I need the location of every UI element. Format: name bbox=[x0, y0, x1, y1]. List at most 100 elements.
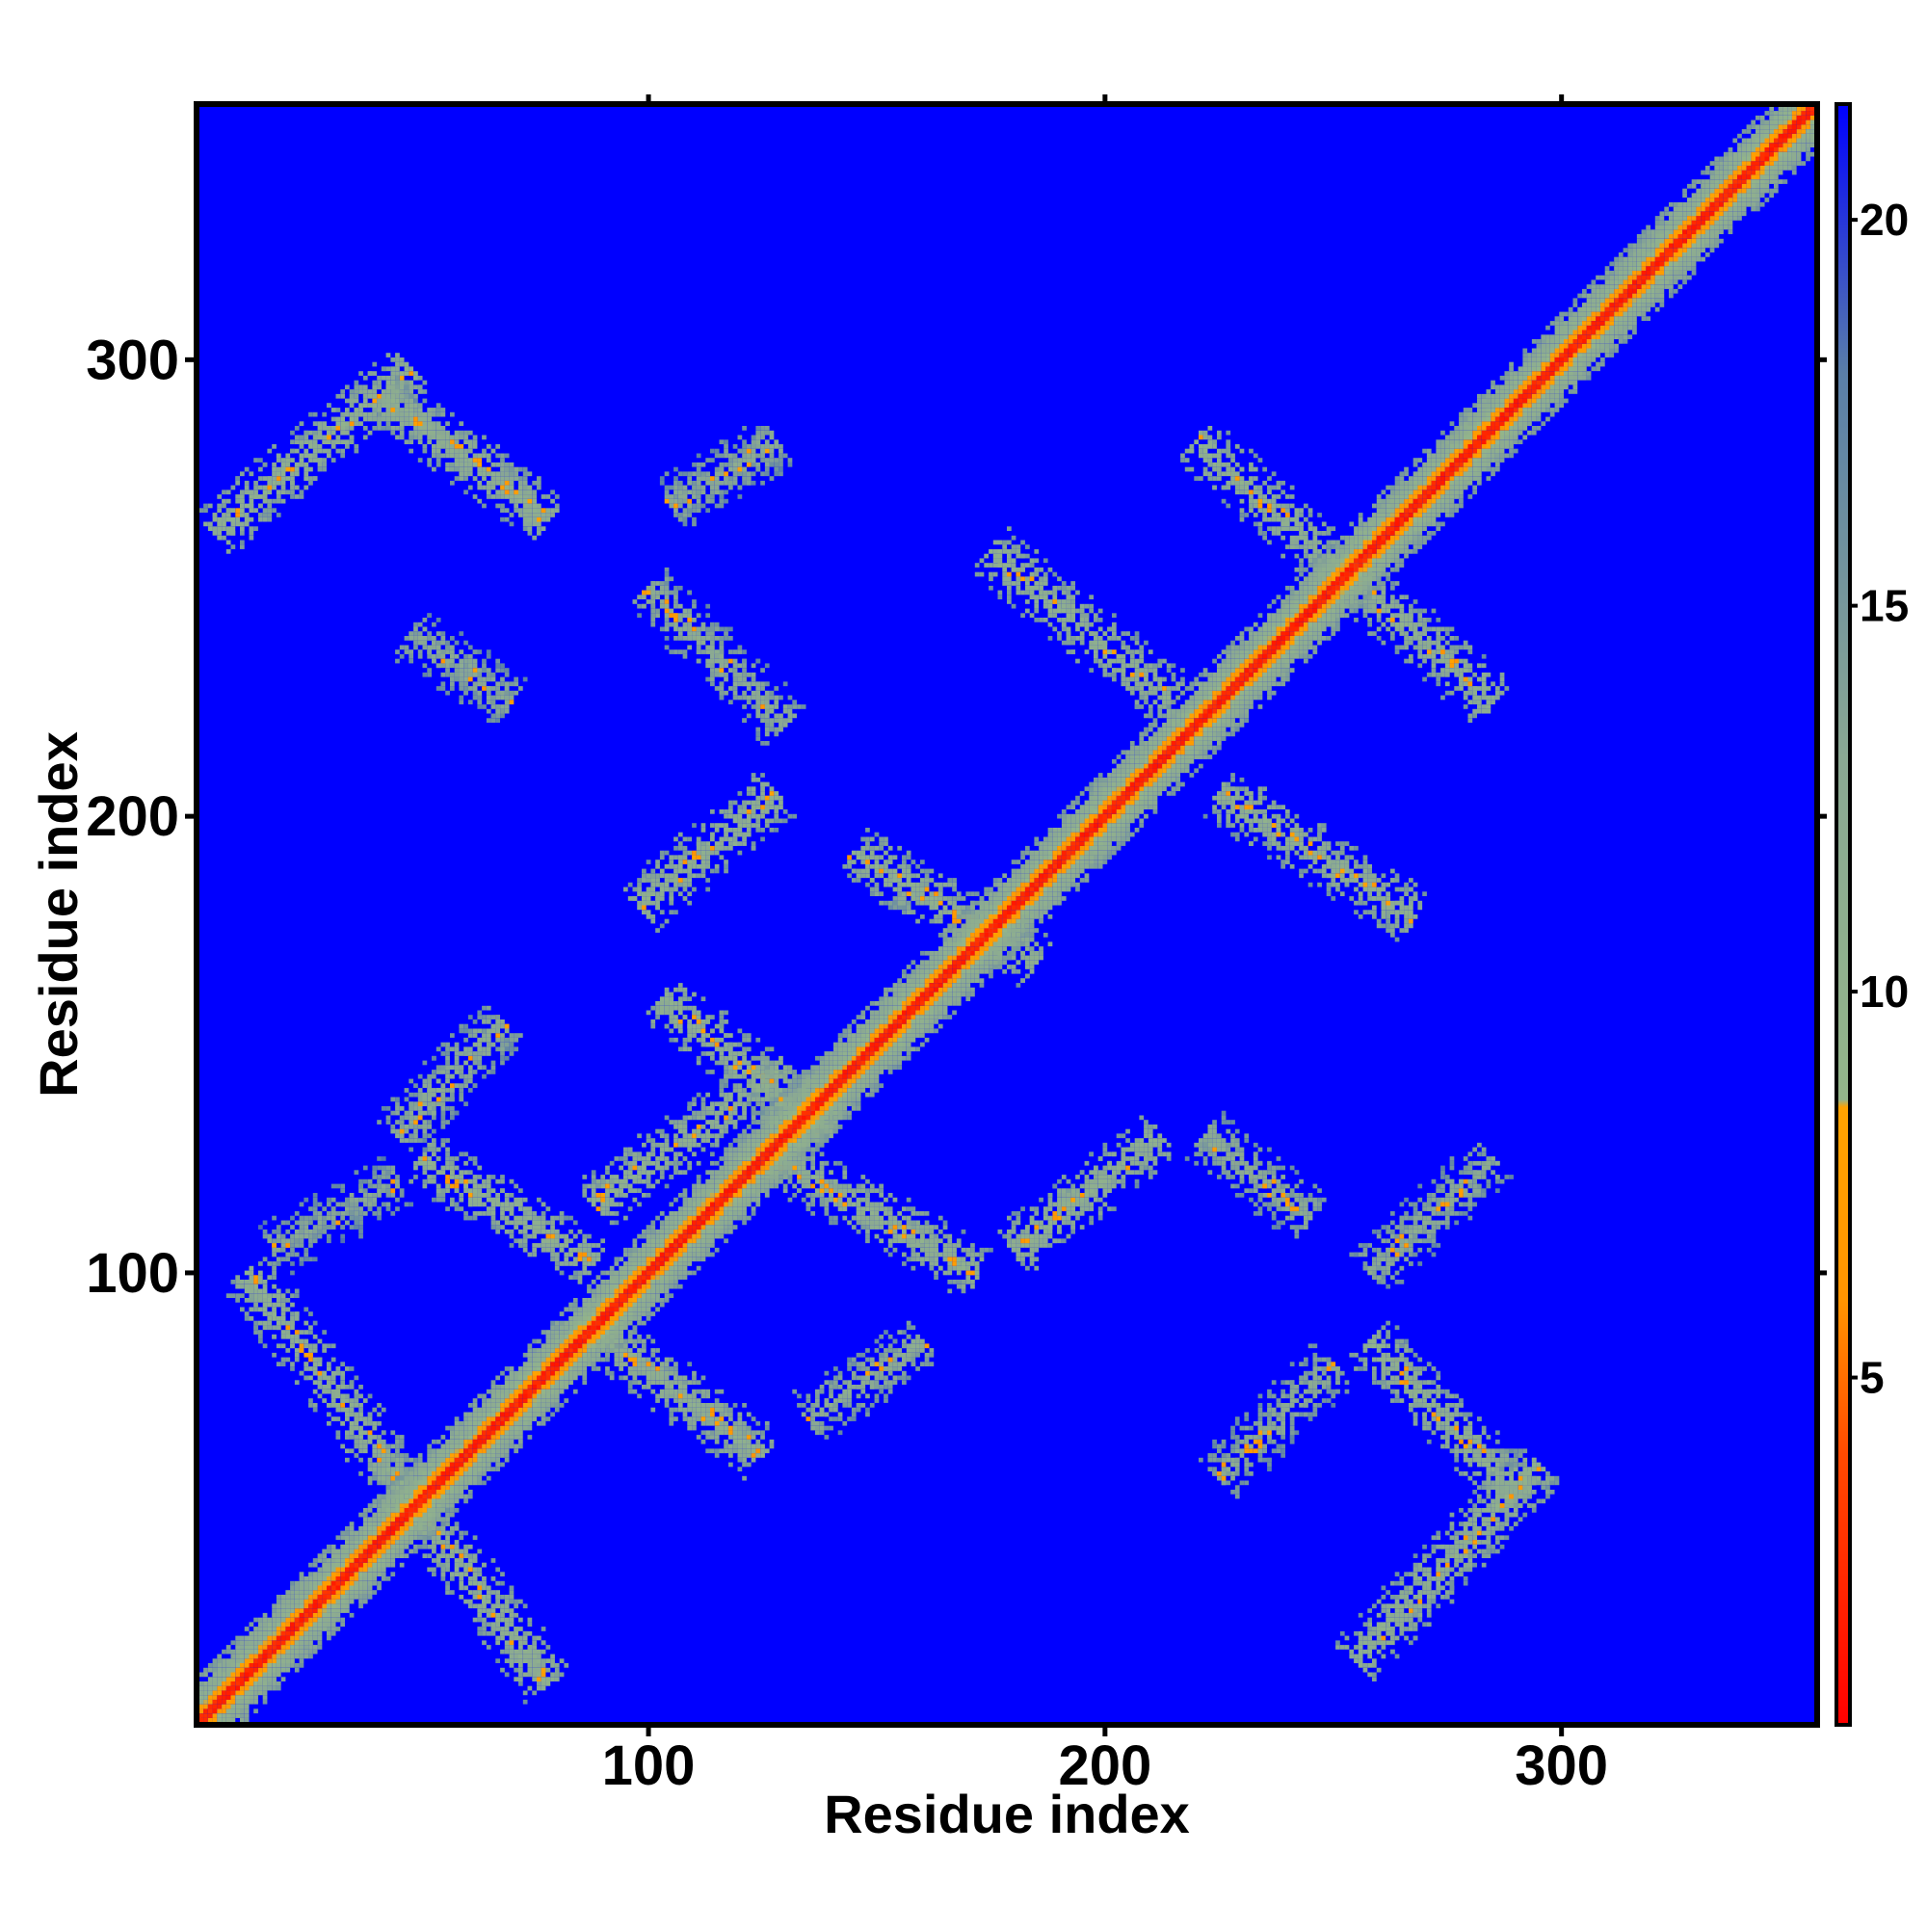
heatmap-cell bbox=[856, 1197, 861, 1203]
heatmap-cell bbox=[514, 1238, 519, 1244]
heatmap-cell bbox=[906, 1215, 911, 1221]
heatmap-cell bbox=[541, 1672, 546, 1678]
heatmap-cell bbox=[413, 631, 418, 636]
heatmap-cell bbox=[532, 535, 538, 541]
heatmap-cell bbox=[262, 1284, 268, 1289]
heatmap-cell bbox=[714, 653, 720, 659]
heatmap-cell bbox=[970, 1261, 975, 1266]
heatmap-cell bbox=[719, 649, 725, 654]
heatmap-cell bbox=[495, 695, 501, 701]
heatmap-cell bbox=[335, 1403, 341, 1408]
heatmap-cell bbox=[395, 371, 400, 376]
heatmap-cell bbox=[869, 1183, 875, 1189]
heatmap-cell bbox=[340, 1183, 346, 1189]
heatmap-cell bbox=[482, 1193, 487, 1198]
heatmap-cell bbox=[637, 1165, 642, 1171]
heatmap-cell bbox=[467, 1188, 473, 1194]
heatmap-cell bbox=[522, 1243, 528, 1248]
heatmap-cell bbox=[537, 1685, 541, 1691]
heatmap-cell bbox=[682, 1398, 688, 1403]
heatmap-cell bbox=[235, 494, 241, 499]
heatmap-cell bbox=[637, 1202, 642, 1207]
heatmap-cell bbox=[500, 1595, 505, 1600]
heatmap-cell bbox=[527, 1645, 533, 1650]
heatmap-cell bbox=[490, 1206, 496, 1211]
heatmap-cell bbox=[335, 1202, 341, 1207]
heatmap-cell bbox=[664, 645, 670, 650]
heatmap-cell bbox=[490, 476, 496, 481]
heatmap-cell bbox=[700, 1037, 706, 1043]
heatmap-cell bbox=[687, 850, 693, 856]
heatmap-cell bbox=[582, 1261, 588, 1266]
heatmap-cell bbox=[422, 672, 428, 677]
heatmap-cell bbox=[700, 823, 706, 828]
heatmap-cell bbox=[642, 1385, 647, 1389]
heatmap-cell bbox=[422, 1160, 428, 1166]
heatmap-cell bbox=[399, 408, 405, 412]
heatmap-cell bbox=[961, 1261, 966, 1266]
heatmap-cell bbox=[669, 1407, 674, 1413]
heatmap-cell bbox=[335, 1211, 341, 1216]
heatmap-cell bbox=[304, 1343, 309, 1349]
heatmap-cell bbox=[642, 1370, 647, 1376]
heatmap-cell bbox=[719, 1060, 725, 1066]
heatmap-cell bbox=[267, 476, 273, 481]
heatmap-cell bbox=[696, 649, 701, 654]
heatmap-cell bbox=[330, 416, 336, 422]
heatmap-cell bbox=[687, 1005, 693, 1011]
heatmap-cell bbox=[782, 1073, 788, 1079]
heatmap-cell bbox=[920, 1247, 925, 1253]
heatmap-cell bbox=[751, 1435, 756, 1440]
heatmap-cell bbox=[367, 1439, 373, 1444]
heatmap-cell bbox=[742, 1475, 747, 1481]
heatmap-cell bbox=[700, 860, 706, 864]
heatmap-cell bbox=[655, 1366, 660, 1371]
heatmap-cell bbox=[467, 1215, 473, 1221]
heatmap-cell bbox=[486, 485, 491, 490]
heatmap-cell bbox=[541, 1220, 546, 1226]
heatmap-cell bbox=[924, 1243, 930, 1248]
heatmap-cell bbox=[659, 1001, 665, 1006]
heatmap-cell bbox=[354, 421, 359, 427]
heatmap-cell bbox=[682, 860, 688, 864]
heatmap-cell bbox=[732, 1120, 738, 1125]
heatmap-cell bbox=[500, 1649, 505, 1654]
heatmap-cell bbox=[322, 1206, 328, 1211]
heatmap-cell bbox=[673, 1380, 678, 1386]
heatmap-cell bbox=[760, 1430, 765, 1436]
heatmap-cell bbox=[440, 649, 446, 654]
heatmap-cell bbox=[490, 1202, 496, 1207]
heatmap-cell bbox=[244, 490, 250, 495]
heatmap-cell bbox=[518, 1617, 523, 1623]
heatmap-cell bbox=[705, 1407, 711, 1413]
heatmap-cell bbox=[774, 828, 779, 833]
heatmap-cell bbox=[892, 1366, 898, 1371]
heatmap-cell bbox=[664, 918, 670, 924]
heatmap-cell bbox=[541, 1677, 546, 1682]
heatmap-cell bbox=[650, 918, 656, 924]
heatmap-cell bbox=[354, 448, 359, 454]
heatmap-cell bbox=[646, 1170, 651, 1176]
heatmap-cell bbox=[308, 1343, 313, 1349]
heatmap-cell bbox=[459, 695, 464, 701]
heatmap-cell bbox=[774, 1083, 779, 1089]
heatmap-cell bbox=[532, 498, 538, 504]
heatmap-cell bbox=[472, 1019, 478, 1024]
heatmap-cell bbox=[459, 1193, 464, 1198]
heatmap-cell bbox=[801, 1175, 806, 1179]
heatmap-cell bbox=[865, 1366, 870, 1371]
heatmap-cell bbox=[527, 1233, 533, 1239]
heatmap-cell bbox=[724, 1420, 728, 1426]
heatmap-cell bbox=[249, 1288, 254, 1294]
heatmap-cell bbox=[746, 786, 752, 792]
heatmap-cell bbox=[272, 508, 277, 514]
heatmap-cell bbox=[280, 1357, 286, 1363]
heatmap-cell bbox=[746, 1046, 752, 1052]
heatmap-cell bbox=[920, 1233, 925, 1239]
heatmap-cell bbox=[477, 1197, 483, 1203]
heatmap-cell bbox=[308, 1366, 313, 1371]
heatmap-cell bbox=[330, 1343, 336, 1349]
heatmap-cell bbox=[518, 498, 523, 504]
heatmap-cell bbox=[801, 1170, 806, 1176]
heatmap-cell bbox=[879, 1352, 884, 1358]
